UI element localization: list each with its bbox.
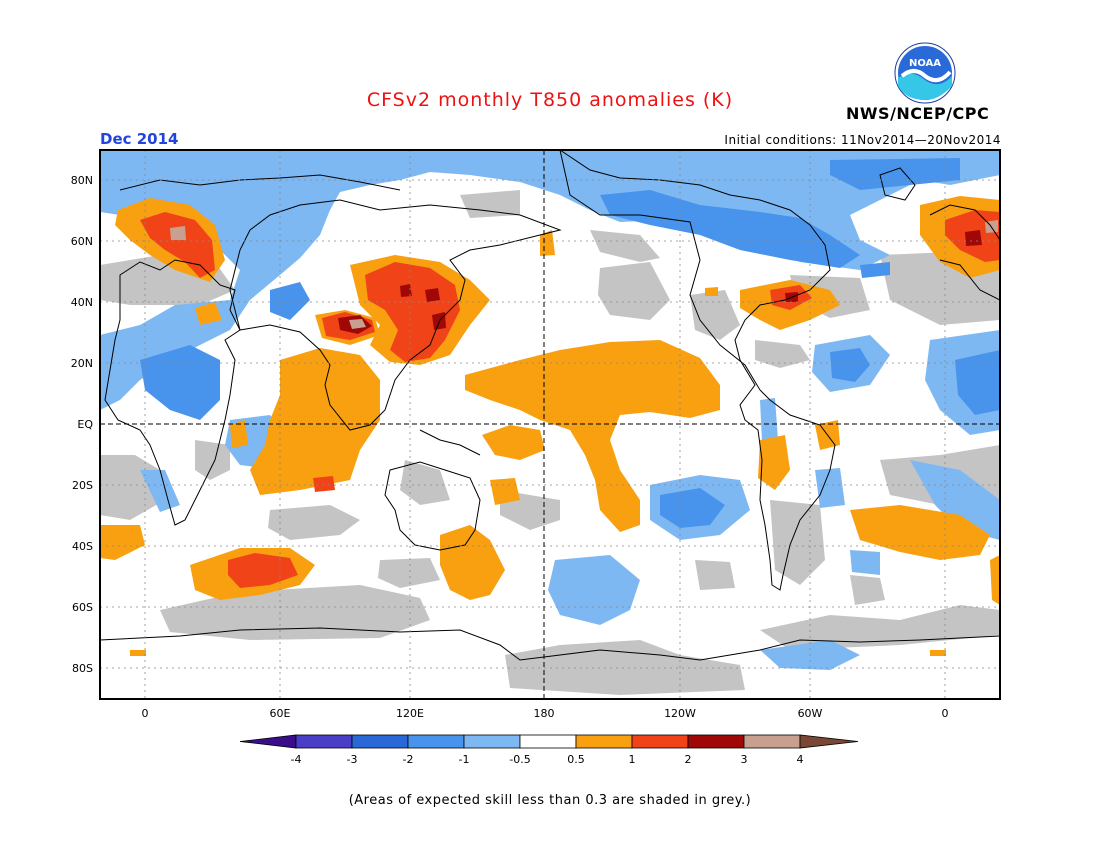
colorbar-label: -0.5 (509, 753, 530, 766)
colorbar: -4 -3 -2 -1 -0.5 0.5 1 2 3 4 (239, 734, 859, 766)
colorbar-box (519, 734, 577, 749)
organization-label: NWS/NCEP/CPC (846, 104, 990, 123)
logo-text: NOAA (909, 58, 941, 69)
colorbar-left-arrow (239, 734, 297, 749)
colorbar-box (351, 734, 409, 749)
colorbar-box (463, 734, 521, 749)
lon-label: 120E (396, 707, 424, 720)
anomaly-neg-1 (140, 158, 1000, 528)
lon-label: 120W (664, 707, 696, 720)
colorbar-label: 1 (629, 753, 636, 766)
forecast-month: Dec 2014 (100, 130, 179, 148)
footnote: (Areas of expected skill less than 0.3 a… (348, 793, 752, 808)
lon-label: 60W (798, 707, 823, 720)
lon-label: 0 (942, 707, 949, 720)
colorbar-right-arrow (799, 734, 859, 749)
reference-lines (100, 150, 1000, 699)
longitude-labels: 0 60E 120E 180 120W 60W 0 (142, 707, 949, 720)
lat-label: 40N (71, 296, 93, 309)
lon-label: 180 (534, 707, 555, 720)
colorbar-box (743, 734, 801, 749)
map-field (100, 150, 1000, 699)
lat-label: 20N (71, 357, 93, 370)
colorbar-label: 3 (741, 753, 748, 766)
lat-label: 80N (71, 174, 93, 187)
colorbar-box (631, 734, 689, 749)
colorbar-label: -2 (403, 753, 414, 766)
graticule (100, 150, 1000, 699)
colorbar-label: 4 (797, 753, 804, 766)
colorbar-box (575, 734, 633, 749)
lon-label: 60E (270, 707, 291, 720)
colorbar-label: 0.5 (567, 753, 585, 766)
colorbar-label: -1 (459, 753, 470, 766)
lat-label: 40S (72, 540, 93, 553)
colorbar-label: -4 (291, 753, 302, 766)
colorbar-label: 2 (685, 753, 692, 766)
lat-label: 20S (72, 479, 93, 492)
colorbar-box (407, 734, 465, 749)
lat-label: 60S (72, 601, 93, 614)
latitude-labels: 80N 60N 40N 20N EQ 20S 40S 60S 80S (71, 174, 94, 675)
map-frame (99, 149, 1001, 700)
colorbar-box (687, 734, 745, 749)
map-title: CFSv2 monthly T850 anomalies (K) (366, 89, 734, 111)
initial-conditions: Initial conditions: 11Nov2014—20Nov2014 (724, 133, 1001, 147)
lat-label: EQ (77, 418, 93, 431)
lat-label: 80S (72, 662, 93, 675)
lat-label: 60N (71, 235, 93, 248)
noaa-logo: NOAA (894, 42, 956, 108)
colorbar-box (295, 734, 353, 749)
lon-label: 0 (142, 707, 149, 720)
anomaly-map: 80N 60N 40N 20N EQ 20S 40S 60S 80S 0 60E… (71, 149, 1001, 766)
colorbar-label: -3 (347, 753, 358, 766)
